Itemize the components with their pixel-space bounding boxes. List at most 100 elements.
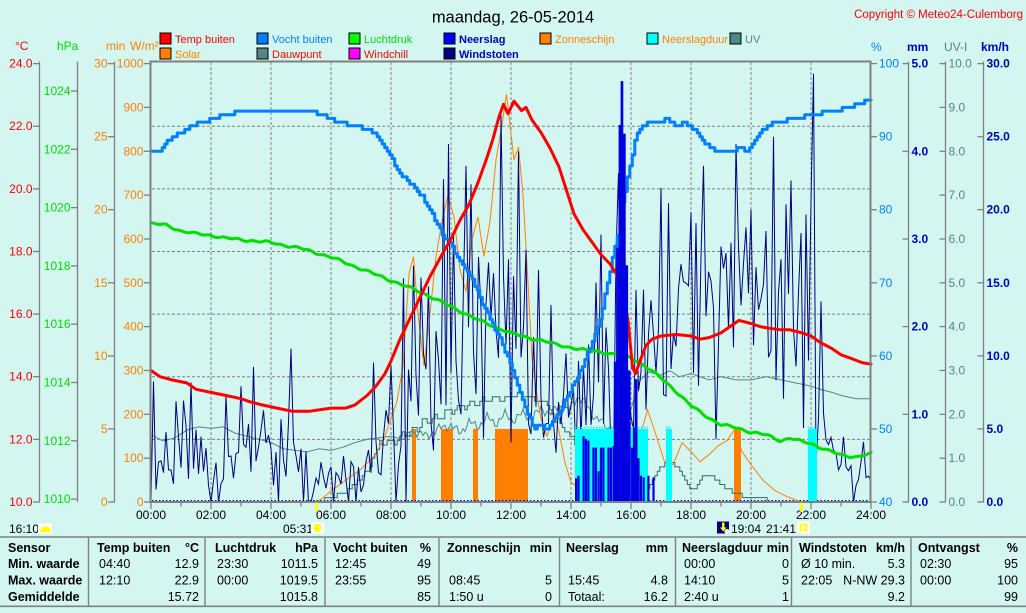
svg-text:900: 900 xyxy=(123,100,143,114)
svg-text:70: 70 xyxy=(879,276,893,290)
svg-text:20: 20 xyxy=(94,203,108,217)
svg-text:%: % xyxy=(420,541,431,555)
svg-text:21:41: 21:41 xyxy=(766,522,796,536)
svg-text:12:00: 12:00 xyxy=(496,508,526,522)
svg-text:9.2: 9.2 xyxy=(888,590,905,604)
svg-text:22:00: 22:00 xyxy=(796,508,826,522)
svg-text:30.0: 30.0 xyxy=(987,57,1011,71)
svg-text:Neerslag: Neerslag xyxy=(459,34,505,46)
svg-text:min: min xyxy=(530,541,552,555)
svg-text:3.0: 3.0 xyxy=(949,364,966,378)
svg-text:90: 90 xyxy=(879,130,893,144)
svg-text:95: 95 xyxy=(1004,557,1018,571)
svg-text:4.8: 4.8 xyxy=(651,574,668,588)
svg-text:5.0: 5.0 xyxy=(912,57,929,71)
svg-text:5: 5 xyxy=(782,574,789,588)
svg-text:8.0: 8.0 xyxy=(949,144,966,158)
svg-text:25.0: 25.0 xyxy=(987,130,1011,144)
svg-text:23:55: 23:55 xyxy=(335,574,366,588)
svg-text:maandag, 26-05-2014: maandag, 26-05-2014 xyxy=(432,9,594,27)
svg-text:Zonneschijn: Zonneschijn xyxy=(555,34,614,46)
svg-text:02:00: 02:00 xyxy=(196,508,226,522)
svg-text:16:10: 16:10 xyxy=(9,522,39,536)
svg-text:95: 95 xyxy=(417,574,431,588)
svg-text:2.0: 2.0 xyxy=(949,407,966,421)
svg-text:12:10: 12:10 xyxy=(99,574,130,588)
svg-text:6.0: 6.0 xyxy=(949,232,966,246)
svg-text:Copyright © Meteo24-Culemborg: Copyright © Meteo24-Culemborg xyxy=(854,9,1023,21)
svg-text:Windchill: Windchill xyxy=(364,49,408,61)
svg-text:0.0: 0.0 xyxy=(912,495,929,509)
svg-text:Neerslagduur: Neerslagduur xyxy=(662,34,728,46)
svg-text:4.0: 4.0 xyxy=(912,144,929,158)
svg-text:N-NW 29.3: N-NW 29.3 xyxy=(843,574,905,588)
svg-text:00:00: 00:00 xyxy=(684,557,715,571)
svg-text:12.9: 12.9 xyxy=(175,557,199,571)
svg-text:%: % xyxy=(871,40,882,54)
svg-text:10: 10 xyxy=(94,349,108,363)
svg-text:7.0: 7.0 xyxy=(949,188,966,202)
svg-text:1022: 1022 xyxy=(44,142,71,156)
svg-text:0: 0 xyxy=(101,495,108,509)
svg-text:18.0: 18.0 xyxy=(9,245,33,259)
svg-text:5.3: 5.3 xyxy=(888,557,905,571)
svg-text:10.0: 10.0 xyxy=(9,495,33,509)
svg-text:Luchtdruk: Luchtdruk xyxy=(215,541,276,555)
svg-text:4.0: 4.0 xyxy=(949,320,966,334)
svg-text:5: 5 xyxy=(101,422,108,436)
svg-text:5.0: 5.0 xyxy=(987,422,1004,436)
svg-text:5: 5 xyxy=(545,574,552,588)
svg-text:30: 30 xyxy=(94,57,108,71)
svg-text:Dauwpunt: Dauwpunt xyxy=(272,49,322,61)
svg-text:700: 700 xyxy=(123,188,143,202)
svg-text:0.0: 0.0 xyxy=(949,495,966,509)
svg-text:500: 500 xyxy=(123,276,143,290)
svg-text:85: 85 xyxy=(417,590,431,604)
svg-text:mm: mm xyxy=(907,40,928,54)
svg-text:Max. waarde: Max. waarde xyxy=(8,574,82,588)
svg-text:12:45: 12:45 xyxy=(335,557,366,571)
svg-text:Windstoten: Windstoten xyxy=(459,49,519,61)
svg-text:1.0: 1.0 xyxy=(912,407,929,421)
svg-text:14:00: 14:00 xyxy=(556,508,586,522)
svg-text:Neerslagduur: Neerslagduur xyxy=(682,541,763,555)
svg-text:Temp buiten: Temp buiten xyxy=(175,34,235,46)
svg-text:0: 0 xyxy=(545,590,552,604)
svg-text:20:00: 20:00 xyxy=(736,508,766,522)
svg-text:%: % xyxy=(1007,541,1018,555)
svg-text:min: min xyxy=(767,541,789,555)
svg-text:19:04: 19:04 xyxy=(731,522,761,536)
svg-text:1:50 u: 1:50 u xyxy=(449,590,484,604)
svg-text:200: 200 xyxy=(123,407,143,421)
svg-text:Windstoten: Windstoten xyxy=(799,541,867,555)
svg-text:16.0: 16.0 xyxy=(9,307,33,321)
svg-text:22:05: 22:05 xyxy=(801,574,832,588)
svg-text:05:31: 05:31 xyxy=(283,522,313,536)
svg-text:1018: 1018 xyxy=(44,259,71,273)
svg-text:25: 25 xyxy=(94,130,108,144)
svg-text:°C: °C xyxy=(15,39,29,53)
svg-text:Zonneschijn: Zonneschijn xyxy=(447,541,521,555)
svg-text:08:00: 08:00 xyxy=(376,508,406,522)
svg-text:Solar: Solar xyxy=(175,49,201,61)
svg-text:min: min xyxy=(106,39,125,53)
svg-text:Ontvangst: Ontvangst xyxy=(918,541,981,555)
svg-text:1.0: 1.0 xyxy=(949,451,966,465)
svg-text:1: 1 xyxy=(782,590,789,604)
svg-text:1011.5: 1011.5 xyxy=(281,557,318,571)
svg-text:14.0: 14.0 xyxy=(9,370,33,384)
svg-text:hPa: hPa xyxy=(295,541,319,555)
svg-text:00:00: 00:00 xyxy=(217,574,248,588)
svg-text:08:45: 08:45 xyxy=(449,574,480,588)
svg-text:UV-I: UV-I xyxy=(944,40,967,54)
svg-text:Vocht buiten: Vocht buiten xyxy=(333,541,408,555)
svg-text:15.72: 15.72 xyxy=(168,590,199,604)
svg-text:Min. waarde: Min. waarde xyxy=(8,557,80,571)
svg-text:1019.5: 1019.5 xyxy=(280,574,318,588)
svg-text:km/h: km/h xyxy=(876,541,905,555)
svg-text:3.0: 3.0 xyxy=(912,232,929,246)
svg-text:22.9: 22.9 xyxy=(175,574,199,588)
svg-text:14:10: 14:10 xyxy=(684,574,715,588)
svg-text:0: 0 xyxy=(782,557,789,571)
svg-text:1020: 1020 xyxy=(44,201,71,215)
